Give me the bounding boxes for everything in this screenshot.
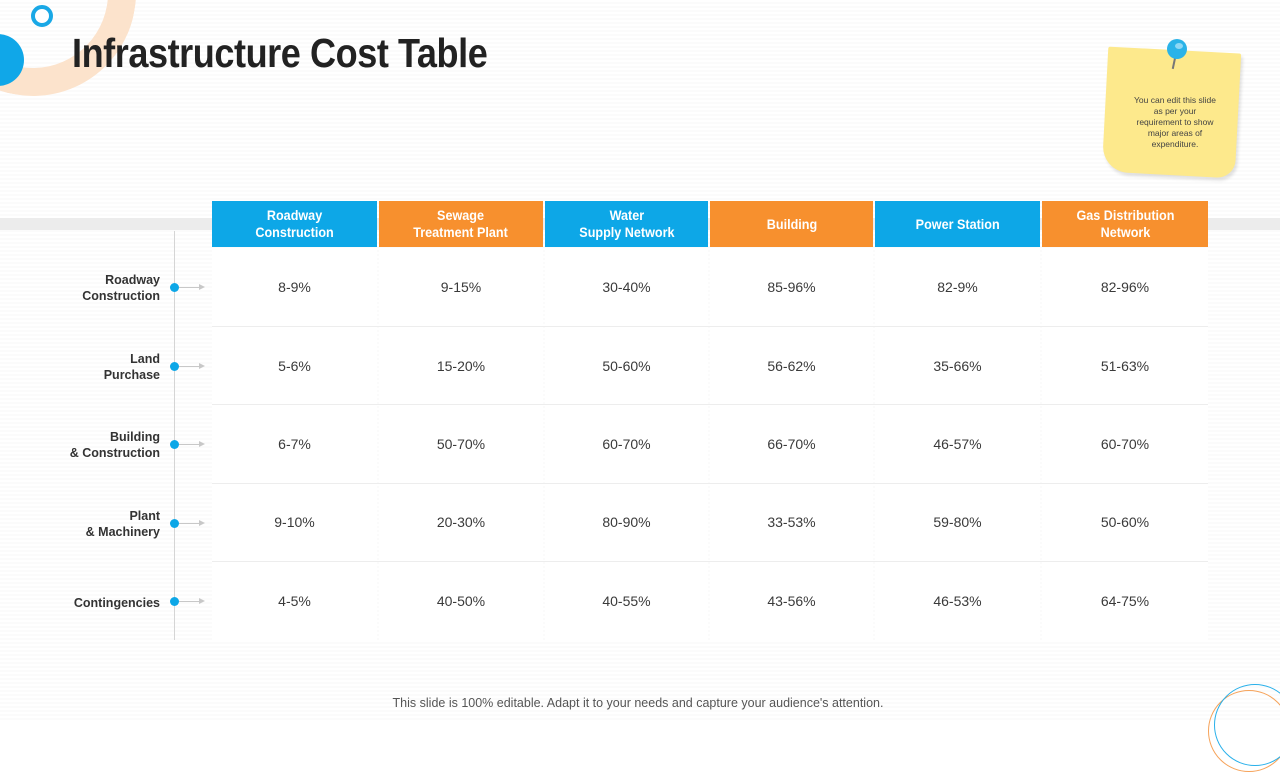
table-cell: 8-9% [278,279,311,295]
table-cell: 59-80% [933,514,982,530]
column-header-building: Building [710,201,873,247]
table-cell: 64-75% [1100,593,1150,609]
table-cell: 35-66% [933,358,982,374]
row-label-roadway-construction: Roadway Construction [82,273,160,303]
row-label-contingencies: Contingencies [73,596,160,610]
table-cell: 56-62% [767,358,816,374]
column-header-roadway-construction: Roadway Construction [212,201,377,247]
row-arrow [179,523,201,524]
table-cell: 9-15% [440,279,482,295]
table-cell: 60-70% [1100,436,1150,452]
row-marker-dot [170,597,179,606]
column-background [710,249,873,640]
arrow-head-icon [199,363,205,369]
table-cell: 4-5% [278,593,311,609]
column-header-water-supply-network: Water Supply Network [545,201,708,247]
table-cell: 50-70% [436,436,486,452]
row-axis-line [174,231,175,640]
column-background [875,249,1040,640]
table-cell: 82-96% [1100,279,1150,295]
row-arrow [179,601,201,602]
sticky-note-text: You can edit this slide as per your requ… [1134,95,1216,149]
column-background [1042,249,1208,640]
arrow-head-icon [199,441,205,447]
table-cell: 20-30% [436,514,486,530]
table-cell: 5-6% [278,358,311,374]
table-cell: 82-9% [937,279,978,295]
table-cell: 15-20% [436,358,486,374]
row-marker-dot [170,362,179,371]
table-cell: 50-60% [602,358,651,374]
column-background [212,249,377,640]
column-background [379,249,543,640]
column-background [545,249,708,640]
table-cell: 80-90% [602,514,651,530]
footer-text: This slide is 100% editable. Adapt it to… [392,696,884,710]
table-cell: 66-70% [767,436,816,452]
column-header-power-station: Power Station [875,201,1040,247]
arrow-head-icon [199,598,205,604]
row-arrow [179,366,201,367]
table-cell: 43-56% [767,593,816,609]
row-arrow [179,444,201,445]
table-cell: 40-55% [602,593,651,609]
column-header-sewage-treatment-plant: Sewage Treatment Plant [379,201,543,247]
decorative-ring [31,5,53,27]
page-title: Infrastructure Cost Table [72,30,488,76]
row-label-land-purchase: Land Purchase [103,352,160,382]
table-cell: 50-60% [1100,514,1150,530]
table-cell: 46-57% [933,436,982,452]
pushpin-icon [1167,39,1187,59]
row-divider [212,561,1208,562]
row-divider [212,404,1208,405]
arrow-head-icon [199,284,205,290]
row-marker-dot [170,283,179,292]
table-cell: 33-53% [767,514,816,530]
table-cell: 46-53% [933,593,982,609]
table-cell: 6-7% [278,436,311,452]
row-divider [212,326,1208,327]
table-cell: 9-10% [274,514,315,530]
table-cell: 40-50% [436,593,486,609]
table-cell: 51-63% [1100,358,1150,374]
pin-highlight [1175,43,1183,49]
row-arrow [179,287,201,288]
table-cell: 85-96% [767,279,816,295]
row-label-building-construction: Building & Construction [69,430,160,460]
row-divider [212,483,1208,484]
arrow-head-icon [199,520,205,526]
table-cell: 30-40% [602,279,651,295]
table-cell: 60-70% [602,436,651,452]
row-marker-dot [170,519,179,528]
row-marker-dot [170,440,179,449]
column-header-gas-distribution-network: Gas Distribution Network [1042,201,1208,247]
row-label-plant-machinery: Plant & Machinery [85,509,160,539]
